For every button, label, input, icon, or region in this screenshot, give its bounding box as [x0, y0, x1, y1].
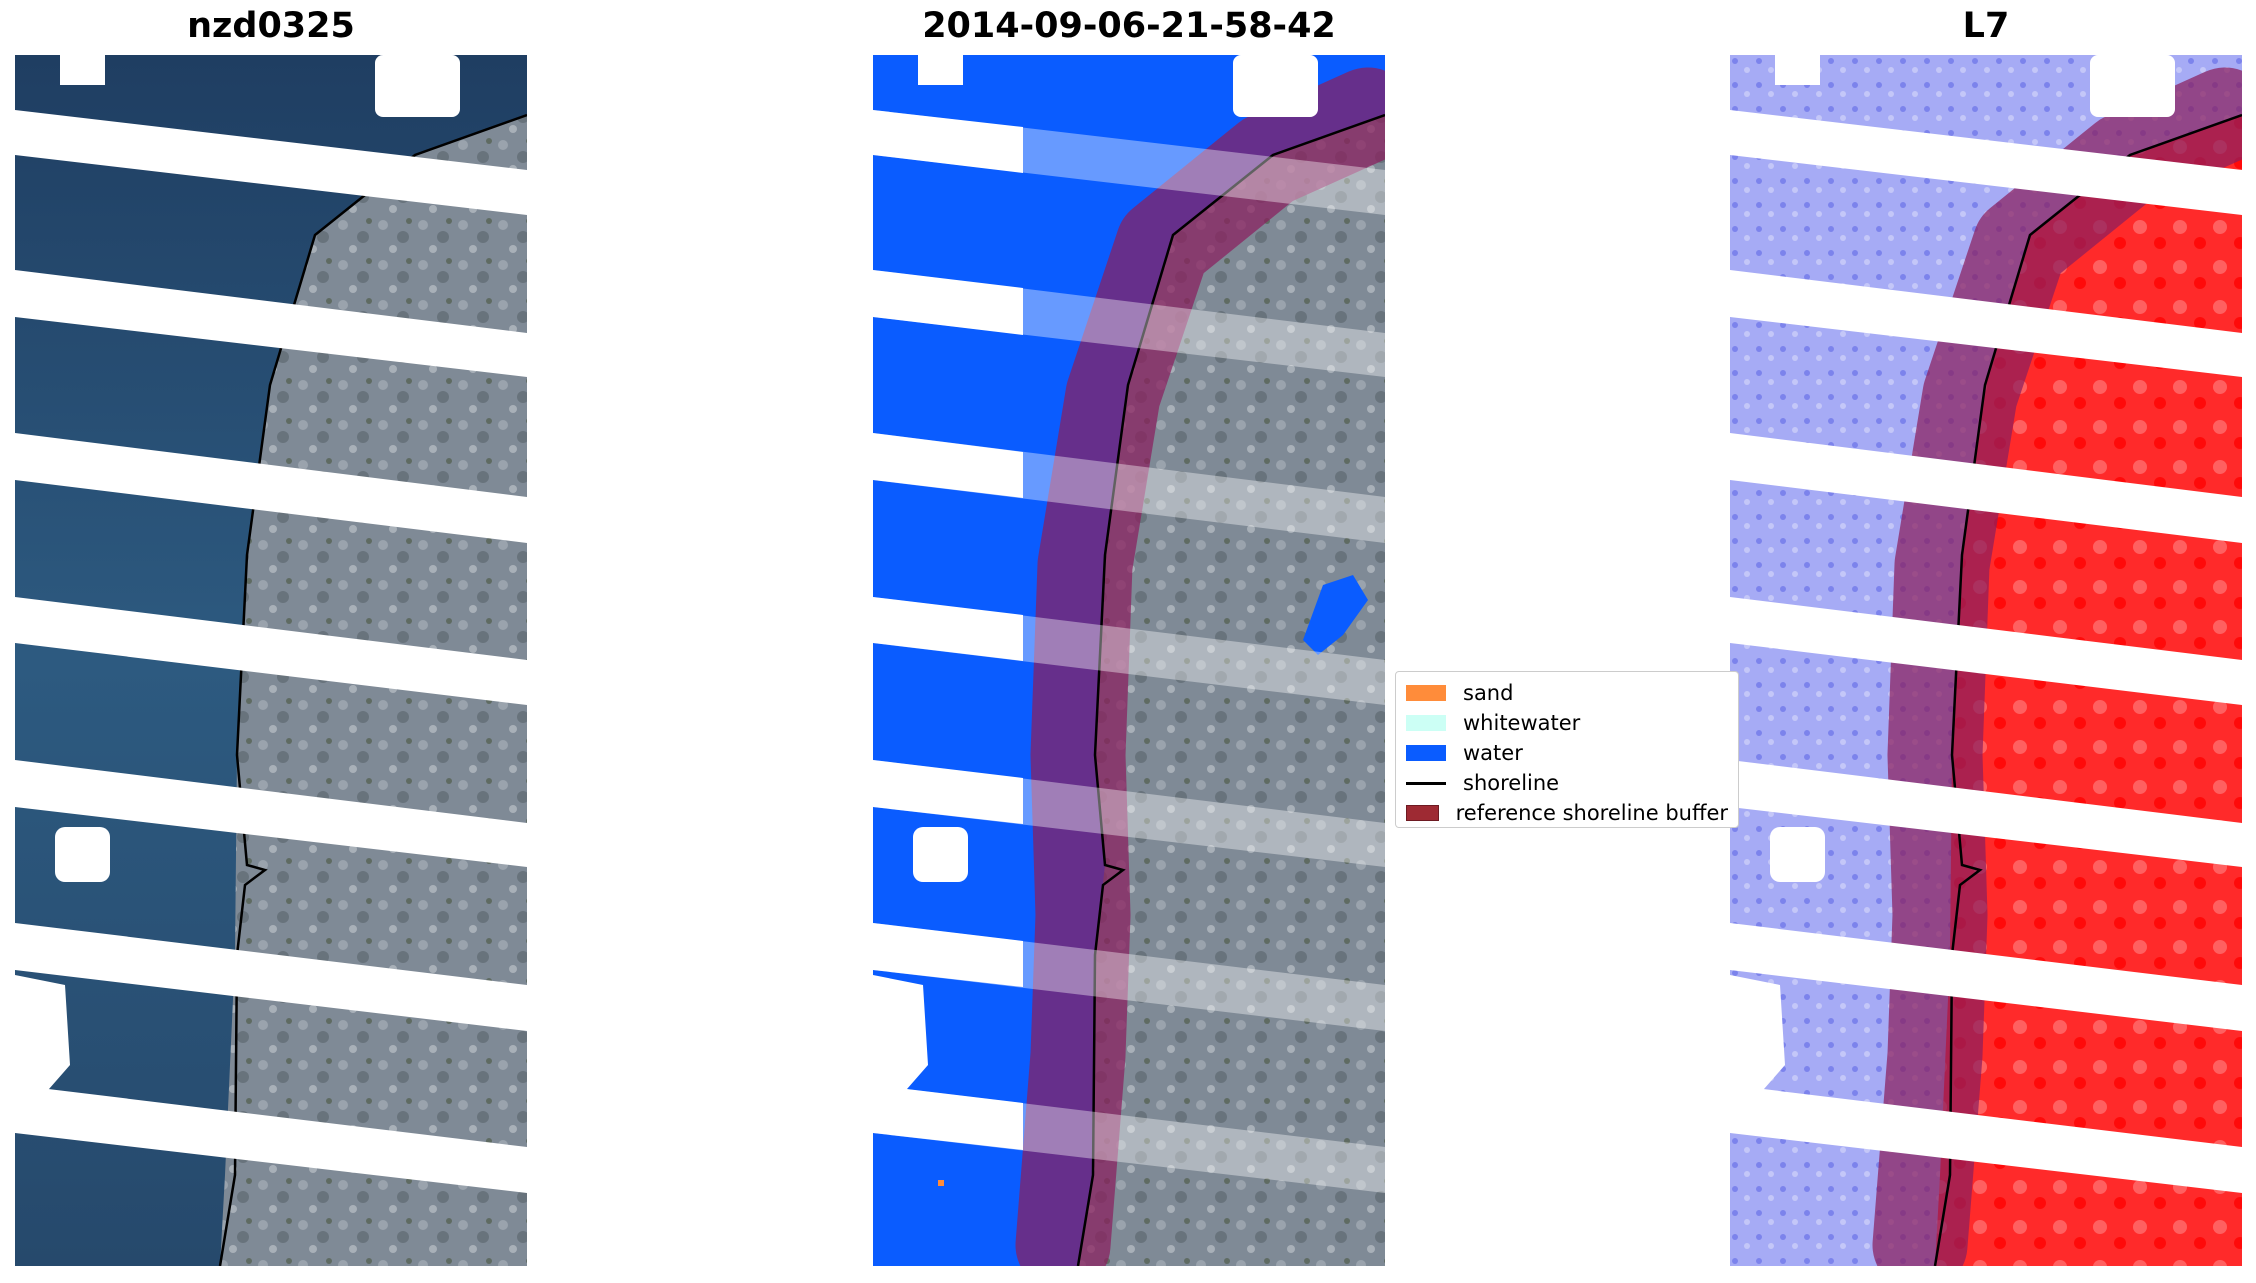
rgb-image [15, 55, 527, 1266]
legend-item-whitewater: whitewater [1406, 708, 1728, 738]
rgb-image-panel [15, 55, 527, 1266]
index-image-panel [1730, 55, 2242, 1266]
classified-image [873, 55, 1385, 1266]
panel-title-classified: 2014-09-06-21-58-42 [922, 6, 1336, 46]
panel-title-rgb: nzd0325 [187, 6, 355, 46]
legend-swatch-whitewater [1406, 715, 1446, 731]
legend-swatch-reference-buffer [1406, 805, 1439, 821]
legend-label-reference-buffer: reference shoreline buffer [1455, 801, 1728, 825]
legend-swatch-water [1406, 745, 1446, 761]
legend-label-shoreline: shoreline [1463, 771, 1560, 795]
legend-swatch-sand [1406, 685, 1446, 701]
legend-item-water: water [1406, 738, 1728, 768]
legend-item-shoreline: shoreline [1406, 768, 1728, 798]
panel-title-index: L7 [1962, 6, 2010, 46]
legend-item-sand: sand [1406, 678, 1728, 708]
legend-swatch-shoreline [1406, 781, 1446, 785]
legend-label-whitewater: whitewater [1463, 711, 1581, 735]
legend: sand whitewater water shoreline referenc… [1395, 671, 1739, 828]
legend-label-water: water [1463, 741, 1523, 765]
legend-item-reference-buffer: reference shoreline buffer [1406, 798, 1728, 828]
index-image [1730, 55, 2242, 1266]
legend-label-sand: sand [1463, 681, 1514, 705]
classified-image-panel [873, 55, 1385, 1266]
